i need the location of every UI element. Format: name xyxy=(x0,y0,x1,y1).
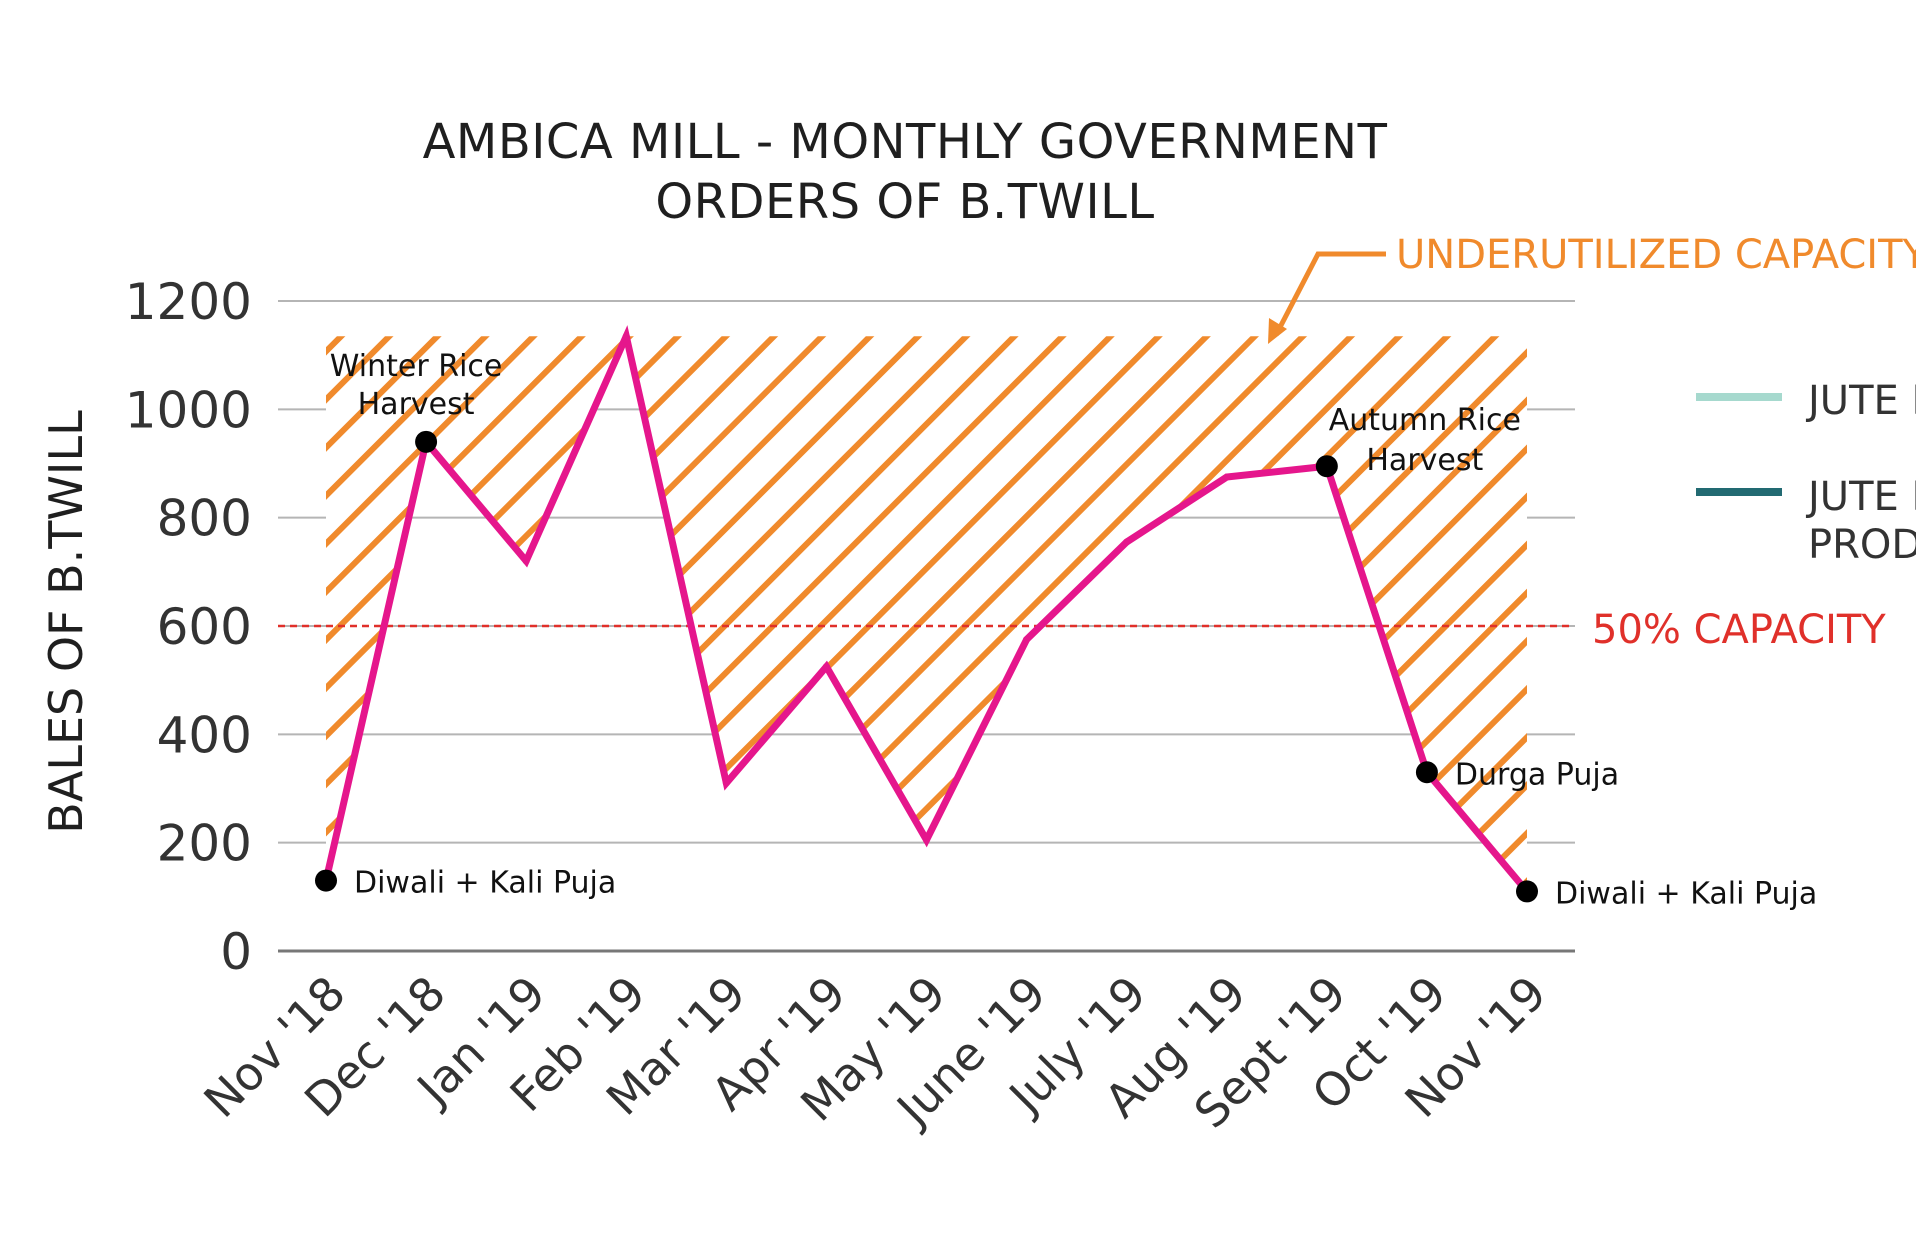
annotated-data-point xyxy=(1315,455,1338,478)
data-point xyxy=(1223,473,1231,481)
legend-label-2b: PROD xyxy=(1808,522,1916,568)
y-tick-label-200: 200 xyxy=(157,815,252,873)
chart-title-line-1: AMBICA MILL - MONTHLY GOVERNMENT xyxy=(423,114,1388,170)
annotation-label: Diwali + Kali Puja xyxy=(1555,876,1817,911)
legend-label-2a: JUTE P xyxy=(1805,474,1916,520)
legend-label-1: JUTE P xyxy=(1805,378,1916,424)
annotated-data-point xyxy=(315,869,337,892)
underutilized-capacity-label: UNDERUTILIZED CAPACITY xyxy=(1396,232,1916,278)
annotation-label: Durga Puja xyxy=(1455,757,1619,792)
y-tick-label-800: 800 xyxy=(157,490,252,548)
data-point xyxy=(622,332,630,340)
annotation-label: Winter Rice xyxy=(330,349,503,384)
callout-arrow xyxy=(1273,251,1386,337)
data-point xyxy=(1123,538,1131,546)
annotated-data-point xyxy=(1415,761,1438,784)
data-point xyxy=(722,779,730,787)
y-tick-label-1000: 1000 xyxy=(125,381,252,439)
y-tick-label-600: 600 xyxy=(157,598,252,656)
y-tick-label-1200: 1200 xyxy=(125,273,252,331)
annotation-label: Diwali + Kali Puja xyxy=(354,866,616,901)
legend: JUTE P JUTE P PROD xyxy=(1696,378,1916,568)
data-point xyxy=(822,663,830,671)
y-tick-label-0: 0 xyxy=(220,923,252,981)
callout-arrowhead xyxy=(1268,318,1287,344)
annotated-data-point xyxy=(415,430,438,453)
y-axis-label: BALES OF B.TWILL xyxy=(39,410,93,834)
annotation-label: Autumn Rice xyxy=(1329,403,1521,438)
capacity-50-label: 50% CAPACITY xyxy=(1592,607,1886,653)
data-point xyxy=(1023,636,1031,644)
annotation-label: Harvest xyxy=(358,387,475,422)
y-tick-label-400: 400 xyxy=(157,706,252,764)
data-point xyxy=(522,557,530,565)
underutilized-callout: UNDERUTILIZED CAPACITY xyxy=(1268,232,1916,344)
annotated-data-point xyxy=(1516,880,1538,903)
chart-title-line-2: ORDERS OF B.TWILL xyxy=(655,174,1154,230)
marker-layer xyxy=(315,332,1538,903)
data-point xyxy=(923,836,930,844)
annotation-label: Harvest xyxy=(1366,443,1483,478)
